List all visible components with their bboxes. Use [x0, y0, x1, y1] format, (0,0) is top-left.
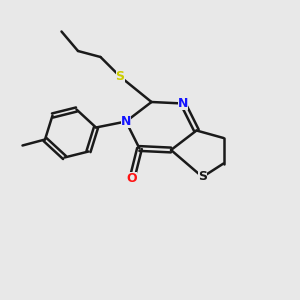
- Text: O: O: [127, 172, 137, 185]
- Text: N: N: [121, 115, 131, 128]
- Text: N: N: [178, 97, 188, 110]
- Text: S: S: [116, 70, 124, 83]
- Text: S: S: [198, 170, 207, 184]
